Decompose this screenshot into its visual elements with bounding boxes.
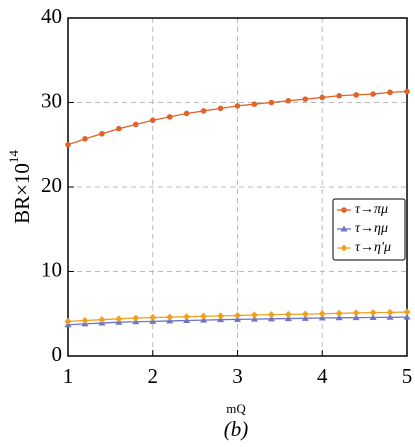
marker	[340, 225, 348, 232]
marker	[369, 309, 377, 317]
marker	[217, 312, 225, 320]
marker	[284, 315, 292, 322]
y-tick-label: 40	[41, 4, 62, 28]
marker	[149, 117, 156, 124]
legend-box	[332, 198, 406, 261]
marker	[81, 317, 89, 325]
marker	[200, 312, 208, 320]
marker	[318, 310, 326, 318]
marker	[217, 105, 224, 112]
marker	[340, 244, 348, 252]
marker	[99, 130, 105, 137]
marker	[65, 141, 71, 148]
marker	[268, 99, 275, 106]
marker	[370, 91, 376, 97]
plot-frame	[67, 17, 408, 357]
legend: τ→πμ τ→ημ τ→η'μ	[332, 198, 406, 261]
x-axis-label: mQ	[226, 401, 246, 416]
y-axis-label-base: BR×10	[10, 163, 34, 224]
marker	[116, 125, 122, 132]
x-tick-label: 2	[148, 364, 159, 388]
marker	[386, 308, 394, 316]
x-tick-label: 3	[232, 364, 243, 388]
marker	[318, 314, 326, 321]
legend-label: τ→η'μ	[355, 240, 391, 255]
marker	[404, 88, 410, 95]
marker	[82, 136, 88, 142]
marker	[250, 311, 258, 319]
marker	[302, 96, 309, 102]
legend-label: τ→ημ	[355, 221, 388, 236]
marker	[386, 313, 394, 320]
marker	[285, 98, 292, 104]
marker	[301, 310, 309, 318]
caption: (b)	[224, 417, 249, 441]
x-tick-label: 4	[317, 364, 328, 388]
marker	[336, 92, 343, 99]
marker	[403, 308, 411, 316]
marker	[166, 313, 174, 321]
marker	[335, 314, 343, 321]
marker	[387, 89, 393, 96]
marker	[183, 110, 190, 117]
marker	[319, 94, 326, 101]
marker	[149, 314, 157, 322]
marker	[234, 103, 241, 109]
y-tick-label: 0	[52, 342, 63, 366]
legend-label: τ→πμ	[355, 202, 388, 217]
marker	[234, 311, 241, 319]
marker	[335, 309, 343, 317]
marker	[352, 314, 360, 321]
marker	[353, 92, 359, 98]
y-tick-label: 10	[41, 257, 62, 281]
x-tick-label: 5	[402, 364, 413, 388]
marker	[369, 313, 377, 320]
marker	[267, 311, 275, 319]
marker	[352, 309, 360, 317]
marker	[403, 313, 411, 320]
marker	[183, 313, 191, 321]
marker	[250, 315, 258, 322]
marker	[115, 315, 123, 323]
marker	[132, 314, 140, 322]
y-axis-label-exponent: 14	[6, 150, 21, 164]
marker	[133, 121, 139, 128]
marker	[267, 315, 275, 322]
marker	[251, 101, 258, 107]
marker	[98, 316, 106, 324]
x-tick-label: 1	[63, 364, 74, 388]
marker	[301, 314, 309, 321]
marker	[64, 317, 72, 325]
y-tick-label: 30	[41, 88, 62, 112]
y-tick-label: 20	[41, 173, 62, 197]
marker	[200, 108, 207, 114]
marker	[341, 207, 347, 213]
marker	[166, 114, 173, 120]
y-axis-label: BR×1014	[6, 150, 34, 224]
marker	[284, 310, 292, 318]
